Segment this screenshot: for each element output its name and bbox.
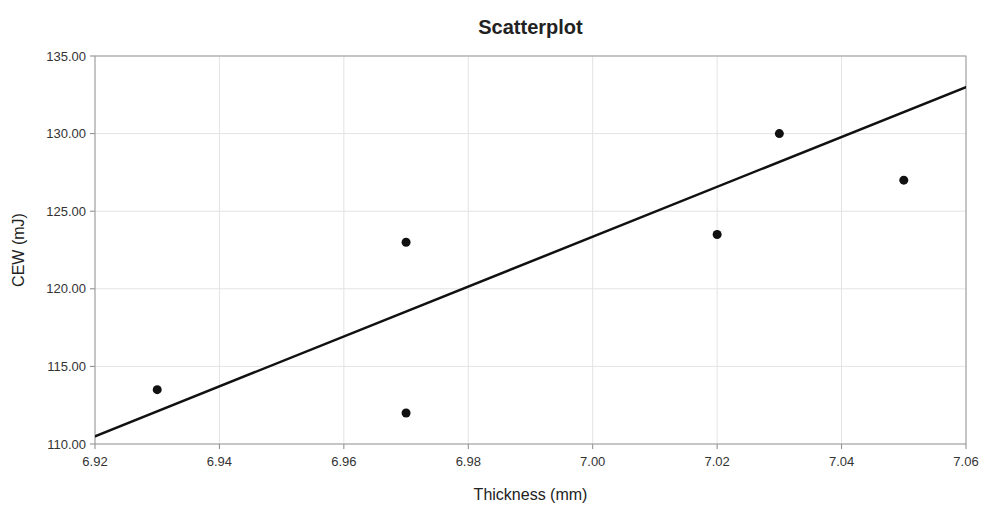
scatter-point xyxy=(153,385,162,394)
y-tick-label: 120.00 xyxy=(46,281,86,296)
y-tick xyxy=(90,288,95,289)
regression-line xyxy=(95,87,966,436)
y-tick xyxy=(90,444,95,445)
x-tick xyxy=(343,444,344,449)
x-tick xyxy=(841,444,842,449)
y-tick xyxy=(90,211,95,212)
chart: 6.92 6.94 6.96 6.98 7.00 7.02 7.04 7.06 110.00 11… xyxy=(0,0,996,522)
lines xyxy=(95,87,966,436)
x-tick-label: 6.96 xyxy=(331,454,356,469)
y-tick-label: 135.00 xyxy=(46,49,86,64)
grid xyxy=(95,56,966,444)
title: Scatterplot xyxy=(478,16,583,38)
plot-area xyxy=(95,56,966,444)
x-tick xyxy=(95,444,96,449)
x-tick xyxy=(592,444,593,449)
x-tick xyxy=(717,444,718,449)
x-grid-line xyxy=(717,56,718,444)
y-grid-line xyxy=(95,366,966,367)
y-tick xyxy=(90,56,95,57)
y-tick xyxy=(90,133,95,134)
plot-frame xyxy=(95,56,966,444)
y-tick-label: 110.00 xyxy=(47,437,86,452)
x-grid-line xyxy=(343,56,344,444)
y-grid-line xyxy=(95,211,966,212)
scatter-point xyxy=(899,176,908,185)
x-tick-label: 6.98 xyxy=(456,454,481,469)
points xyxy=(153,129,909,417)
y-axis-label: CEW (mJ) xyxy=(10,213,27,287)
x-tick xyxy=(219,444,220,449)
scatter-point xyxy=(402,238,411,247)
y-tick-label: 115.00 xyxy=(47,359,86,374)
y-tick-label: 130.00 xyxy=(46,126,86,141)
x-tick-label: 7.00 xyxy=(580,454,605,469)
data-layer xyxy=(95,87,966,436)
x-tick-label: 7.06 xyxy=(953,454,978,469)
scatter-point xyxy=(402,408,411,417)
y-tick-label: 125.00 xyxy=(46,204,86,219)
y-grid-line xyxy=(95,288,966,289)
x-grid-line xyxy=(841,56,842,444)
x-tick-label: 7.02 xyxy=(704,454,729,469)
y-grid-line xyxy=(95,133,966,134)
x-tick-label: 6.92 xyxy=(82,454,107,469)
x-tick xyxy=(468,444,469,449)
scatter-point xyxy=(775,129,784,138)
y-tick xyxy=(90,366,95,367)
x-grid-line xyxy=(592,56,593,444)
x-tick xyxy=(966,444,967,449)
x-tick-label: 7.04 xyxy=(829,454,854,469)
x-tick-label: 6.94 xyxy=(207,454,232,469)
x-grid-line xyxy=(468,56,469,444)
scatter-point xyxy=(713,230,722,239)
x-axis-label: Thickness (mm) xyxy=(474,486,588,503)
